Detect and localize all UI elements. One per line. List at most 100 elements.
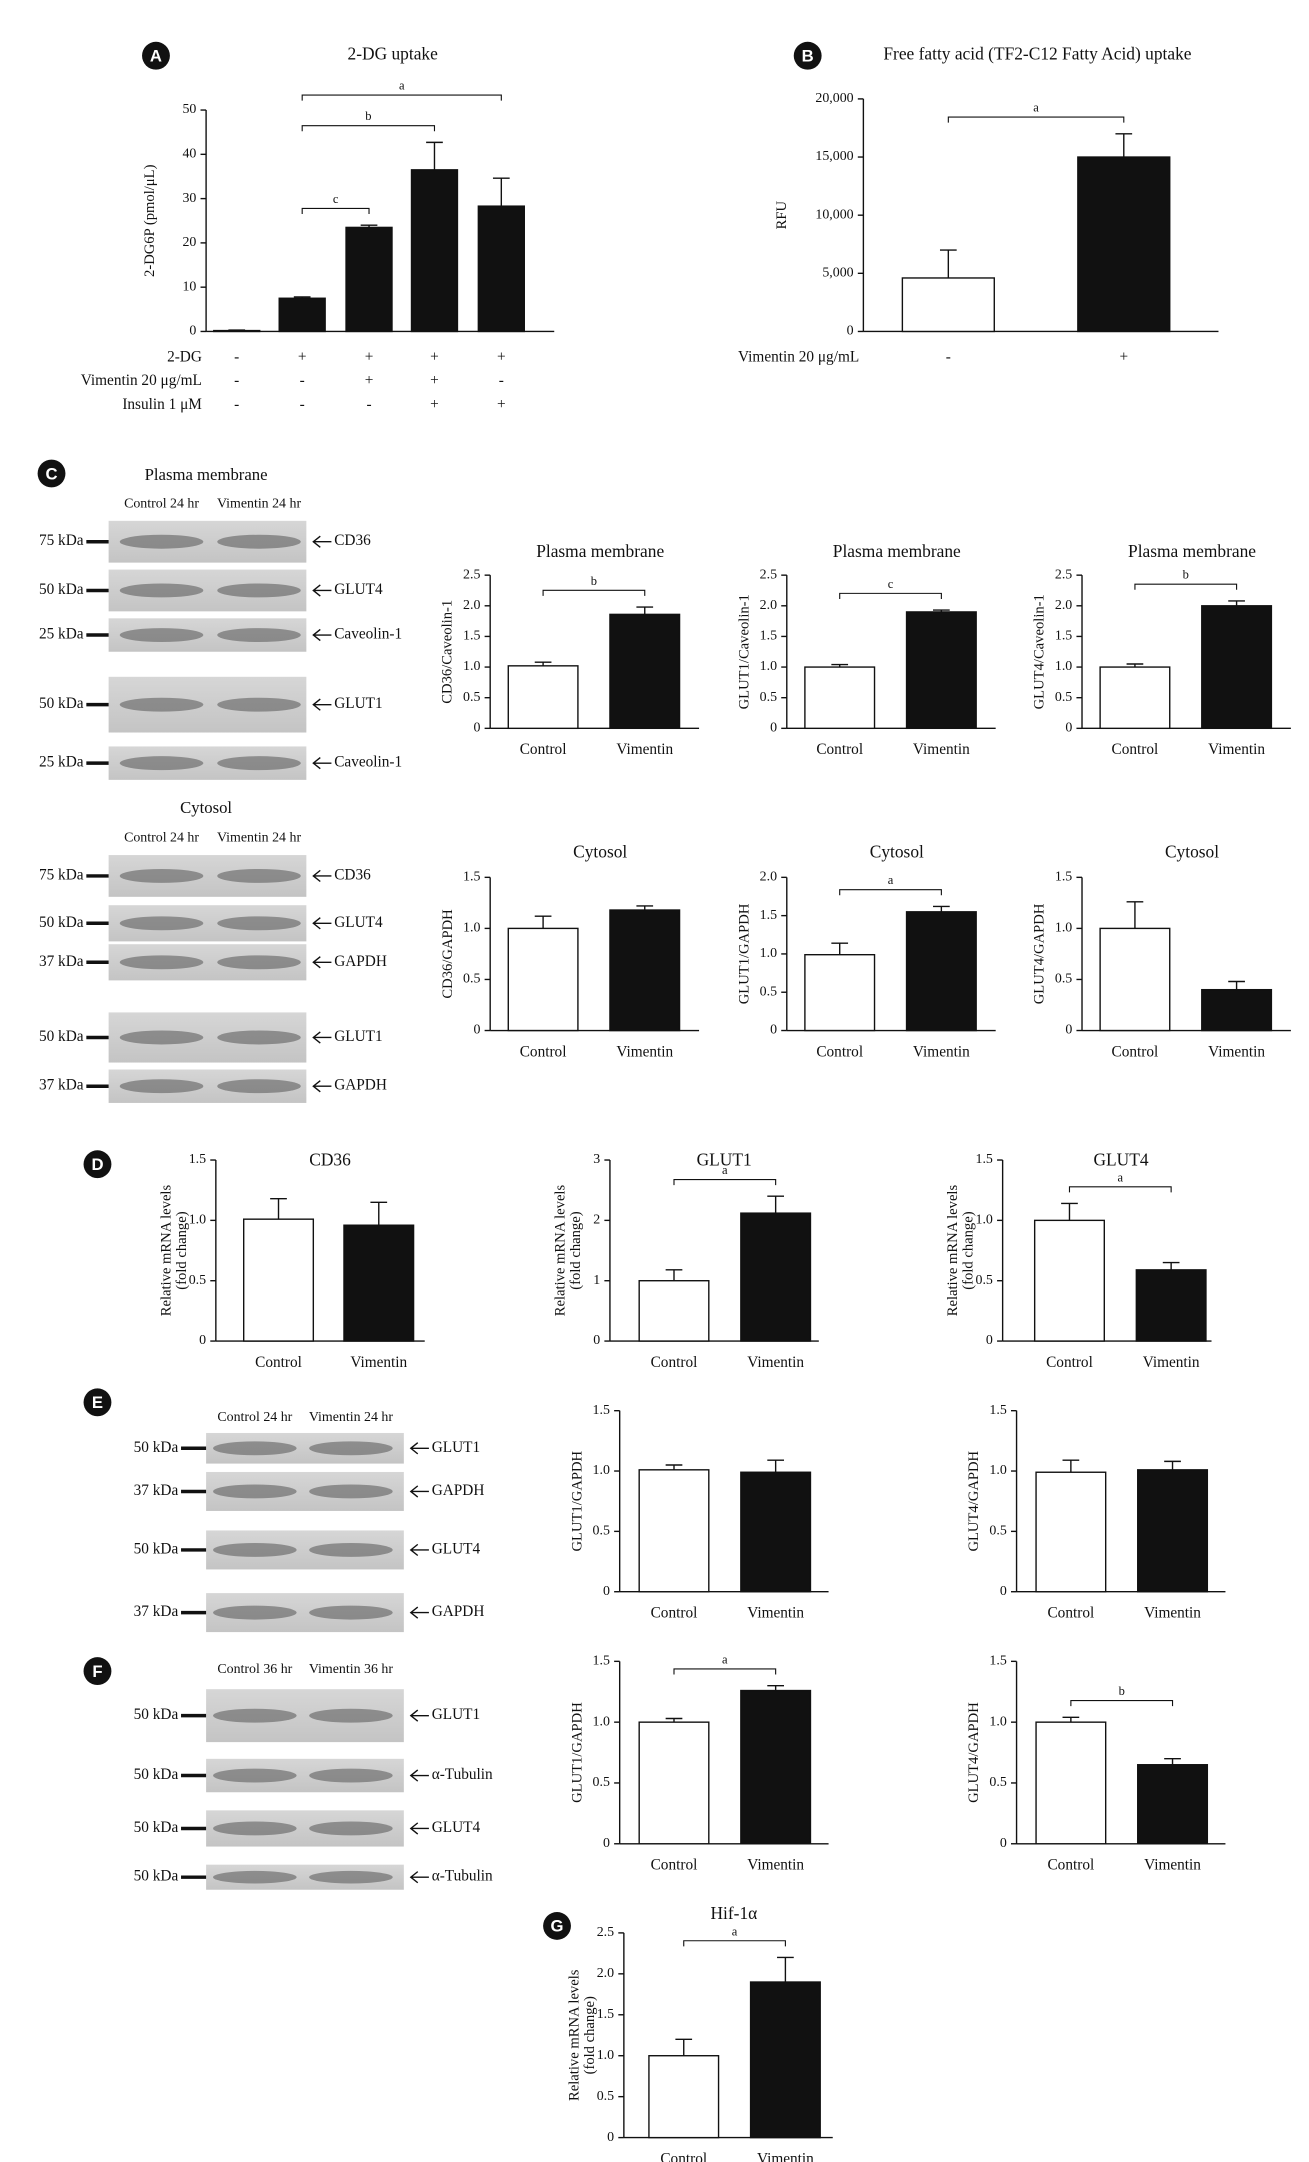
- y-axis-label: GLUT4/Caveolin-1: [1032, 594, 1048, 709]
- y-tick-label: 1.0: [989, 1714, 1006, 1729]
- x-tick-label: Vimentin: [1208, 741, 1265, 758]
- condition-value: -: [300, 396, 305, 413]
- protein-arrow: [312, 584, 332, 597]
- protein-label: GAPDH: [334, 1077, 387, 1094]
- bar: [905, 911, 977, 1032]
- chart-title: 2-DG uptake: [348, 44, 439, 64]
- significance-label: b: [365, 109, 371, 123]
- condition-value: -: [234, 348, 239, 365]
- y-tick-label: 1: [593, 1273, 600, 1288]
- condition-value: +: [365, 348, 374, 365]
- size-label: 50 kDa: [134, 1540, 179, 1557]
- y-tick-label: 1.5: [760, 629, 777, 644]
- blot-band: [217, 1030, 301, 1045]
- panel-badge: [83, 1657, 112, 1686]
- error-bar: [426, 141, 443, 170]
- y-tick-label: 5,000: [822, 266, 853, 281]
- bar: [905, 611, 977, 730]
- blot-band: [217, 1079, 301, 1094]
- blot-band: [309, 1484, 393, 1499]
- panel-label: F: [92, 1662, 102, 1681]
- bar: [1033, 1219, 1105, 1342]
- y-tick-label: 0.5: [989, 1524, 1006, 1539]
- y-tick-label: 1.5: [463, 629, 480, 644]
- bar: [278, 297, 326, 333]
- x-tick-label: Vimentin: [1143, 1354, 1200, 1371]
- y-axis-label: GLUT1/GAPDH: [736, 903, 752, 1004]
- chart-title: Hif-1α: [710, 1903, 757, 1923]
- error-bar: [767, 1459, 785, 1473]
- error-bar: [777, 1956, 794, 1983]
- chart-title: GLUT1: [697, 1149, 752, 1169]
- protein-arrow: [409, 1871, 429, 1884]
- size-label: 50 kDa: [134, 1706, 179, 1723]
- y-axis-label: (fold change): [568, 1211, 584, 1289]
- error-bar: [665, 1464, 683, 1470]
- protein-arrow: [409, 1709, 429, 1722]
- y-tick-label: 0.5: [463, 972, 480, 987]
- x-tick-label: Control: [1046, 1354, 1093, 1371]
- bar: [345, 226, 393, 333]
- blot-title: Plasma membrane: [145, 465, 268, 484]
- y-tick-label: 1.0: [760, 659, 777, 674]
- significance-bracket: [683, 1940, 786, 1947]
- y-tick-label: 0: [607, 2130, 614, 2145]
- y-tick-label: 1.5: [989, 1654, 1006, 1669]
- y-tick-label: 0: [593, 1333, 600, 1348]
- x-tick-label: Vimentin: [1144, 1857, 1201, 1874]
- significance-label: b: [1119, 1684, 1125, 1698]
- error-bar: [1062, 1716, 1080, 1723]
- protein-arrow: [312, 628, 332, 642]
- y-tick-label: 1.0: [593, 1714, 610, 1729]
- condition-name: Vimentin 20 μg/mL: [81, 372, 202, 389]
- y-tick-label: 0: [603, 1584, 610, 1599]
- y-tick-label: 1.5: [593, 1654, 610, 1669]
- y-tick-label: 0: [847, 324, 854, 339]
- size-label: 50 kDa: [39, 695, 84, 712]
- error-bar: [767, 1684, 785, 1691]
- y-axis-label: CD36/GAPDH: [440, 909, 456, 999]
- condition-value: -: [946, 348, 951, 365]
- blot-band: [309, 1542, 393, 1557]
- error-bar: [767, 1195, 785, 1214]
- x-tick-label: Control: [651, 1857, 698, 1874]
- y-tick-label: 0.5: [760, 690, 777, 705]
- panel-label: G: [551, 1917, 564, 1936]
- protein-arrow: [312, 869, 332, 883]
- y-tick-label: 1.5: [597, 2007, 614, 2022]
- size-label: 25 kDa: [39, 754, 84, 771]
- blot-band: [213, 1484, 297, 1499]
- y-tick-label: 1.0: [760, 946, 777, 961]
- chart-title: Cytosol: [573, 842, 627, 862]
- error-bar: [675, 2038, 693, 2056]
- y-tick-label: 0.5: [1055, 690, 1072, 705]
- significance-label: c: [888, 577, 894, 591]
- y-tick-label: 1.5: [1055, 629, 1072, 644]
- y-tick-label: 3: [593, 1152, 600, 1167]
- protein-arrow: [312, 698, 332, 711]
- panel-badge: [543, 1912, 571, 1940]
- blot-band: [119, 534, 204, 549]
- y-axis-label: 2-DG6P (pmol/μL): [142, 164, 158, 277]
- bar: [648, 2055, 720, 2139]
- y-tick-label: 2.5: [1055, 567, 1072, 582]
- condition-value: +: [497, 396, 506, 413]
- y-tick-label: 0.5: [597, 2089, 614, 2104]
- blot-band: [119, 955, 204, 970]
- blot-band: [309, 1441, 393, 1456]
- y-tick-label: 0: [473, 721, 480, 736]
- x-tick-label: Control: [1047, 1857, 1094, 1874]
- size-label: 75 kDa: [39, 866, 84, 883]
- bar: [804, 953, 876, 1032]
- protein-label: GLUT4: [432, 1540, 481, 1557]
- y-tick-label: 2.0: [463, 598, 480, 613]
- y-tick-label: 0: [1065, 721, 1072, 736]
- y-tick-label: 1.5: [989, 1403, 1006, 1418]
- error-bar: [939, 249, 957, 278]
- y-tick-label: 1.0: [1055, 659, 1072, 674]
- panel-label: B: [802, 47, 814, 66]
- error-bar: [534, 661, 552, 666]
- y-tick-label: 0: [770, 1023, 777, 1038]
- size-label: 37 kDa: [134, 1482, 179, 1499]
